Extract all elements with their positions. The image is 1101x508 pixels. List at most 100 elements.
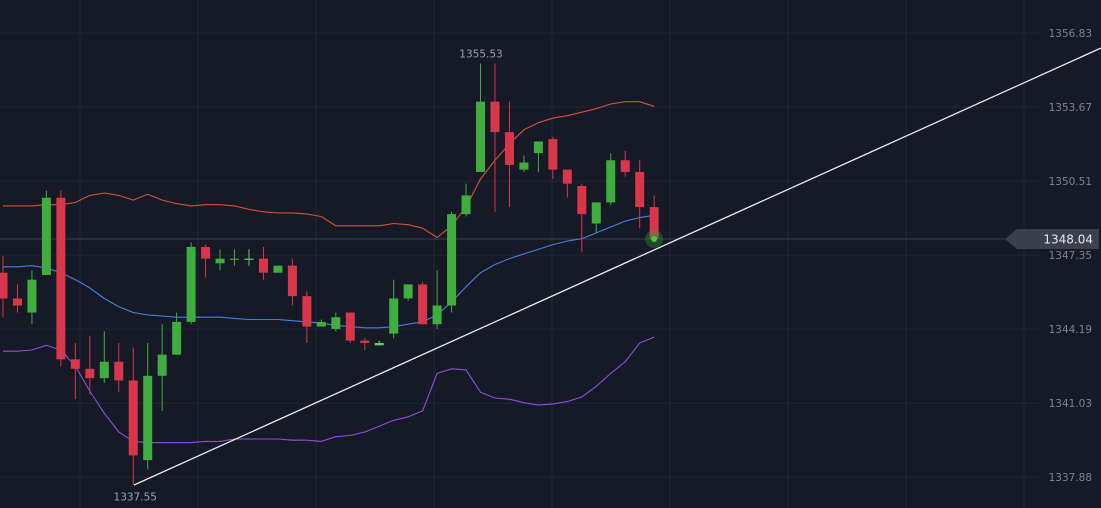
- candle: [519, 155, 529, 172]
- y-tick-label: 1350.51: [1049, 176, 1092, 188]
- candle-body: [114, 361, 124, 381]
- candle-body: [287, 265, 297, 297]
- candle: [70, 342, 80, 400]
- candle-body: [244, 258, 254, 260]
- candle-body: [374, 342, 384, 346]
- indicator-lines: [3, 101, 655, 444]
- candle-body: [418, 284, 428, 325]
- candle-body: [649, 207, 659, 239]
- candle-body: [85, 368, 95, 379]
- candle: [562, 169, 572, 198]
- candle-body: [316, 321, 326, 327]
- candle-body: [403, 284, 413, 299]
- candle: [418, 282, 428, 325]
- candle-body: [389, 298, 399, 334]
- candle-body: [157, 354, 167, 376]
- candle: [99, 331, 109, 383]
- candle: [649, 195, 659, 240]
- candle-body: [12, 298, 22, 306]
- candle: [504, 101, 514, 208]
- candle-body: [143, 375, 153, 461]
- candle-body: [490, 101, 500, 133]
- candle: [461, 183, 471, 217]
- candle: [27, 270, 37, 325]
- price-annotations: 1355.53 1337.55: [114, 48, 503, 503]
- y-tick-label: 1344.19: [1049, 324, 1092, 336]
- candle: [331, 312, 341, 332]
- candle: [316, 319, 326, 327]
- candles: [0, 63, 659, 485]
- candle: [389, 279, 399, 339]
- indicator-line-0: [3, 101, 655, 239]
- candle-body: [345, 312, 355, 341]
- candle: [403, 284, 413, 301]
- high-annotation: 1355.53: [459, 48, 502, 60]
- candle-body: [577, 185, 587, 215]
- current-price-tag: 1348.04: [1005, 228, 1099, 249]
- candle: [374, 340, 384, 346]
- candle: [432, 270, 442, 329]
- candle-body: [533, 141, 543, 154]
- y-tick-label: 1347.35: [1049, 250, 1092, 262]
- candle-body: [635, 171, 645, 208]
- candle-body: [56, 197, 66, 360]
- candle: [186, 242, 196, 325]
- candle-body: [230, 258, 240, 260]
- candle: [591, 202, 601, 233]
- last-price-marker: [645, 229, 664, 248]
- candle-body: [186, 246, 196, 322]
- candle: [114, 342, 124, 393]
- candle-body: [476, 101, 486, 172]
- candle: [201, 244, 211, 278]
- candle: [56, 190, 66, 367]
- y-axis: 1356.83 1353.67 1350.51 1347.35 1344.19 …: [1049, 28, 1092, 484]
- candle: [0, 256, 8, 318]
- candle-body: [620, 160, 630, 172]
- candle-body: [201, 246, 211, 259]
- low-annotation: 1337.55: [114, 492, 157, 504]
- candle-body: [41, 197, 51, 276]
- candle: [215, 249, 225, 271]
- candle: [287, 258, 297, 306]
- candle: [577, 183, 587, 252]
- y-tick-label: 1341.03: [1049, 398, 1092, 410]
- candle-body: [331, 317, 341, 329]
- candle-body: [562, 169, 572, 184]
- price-tag-background: [1005, 228, 1099, 249]
- candle-body: [360, 340, 370, 343]
- candle-body: [258, 258, 268, 273]
- candle: [360, 338, 370, 351]
- candle: [230, 249, 240, 266]
- vertical-gridlines: [79, 0, 1025, 508]
- indicator-line-1: [3, 214, 655, 329]
- current-price-label: 1348.04: [1043, 232, 1093, 246]
- candle: [620, 150, 630, 177]
- candle-body: [432, 305, 442, 325]
- candle: [447, 211, 457, 313]
- y-tick-label: 1356.83: [1049, 28, 1092, 40]
- candle-body: [99, 361, 109, 379]
- candle: [476, 63, 486, 172]
- candle: [41, 190, 51, 276]
- candle: [635, 160, 645, 229]
- candle: [143, 342, 153, 470]
- candle-body: [27, 279, 37, 313]
- candle-body: [215, 258, 225, 264]
- candle: [85, 335, 95, 395]
- y-tick-label: 1337.88: [1049, 472, 1092, 484]
- candle-body: [606, 160, 616, 203]
- candle-body: [461, 195, 471, 215]
- trendline[interactable]: [133, 47, 1101, 486]
- candle: [345, 312, 355, 343]
- candle-body: [447, 214, 457, 306]
- indicator-line-2: [3, 336, 655, 444]
- candle-body: [0, 272, 8, 299]
- candle-body: [172, 321, 182, 355]
- candle-body: [302, 296, 312, 327]
- candle: [12, 284, 22, 313]
- candle-body: [519, 162, 529, 170]
- y-tick-label: 1353.67: [1049, 102, 1092, 114]
- candle: [157, 324, 167, 411]
